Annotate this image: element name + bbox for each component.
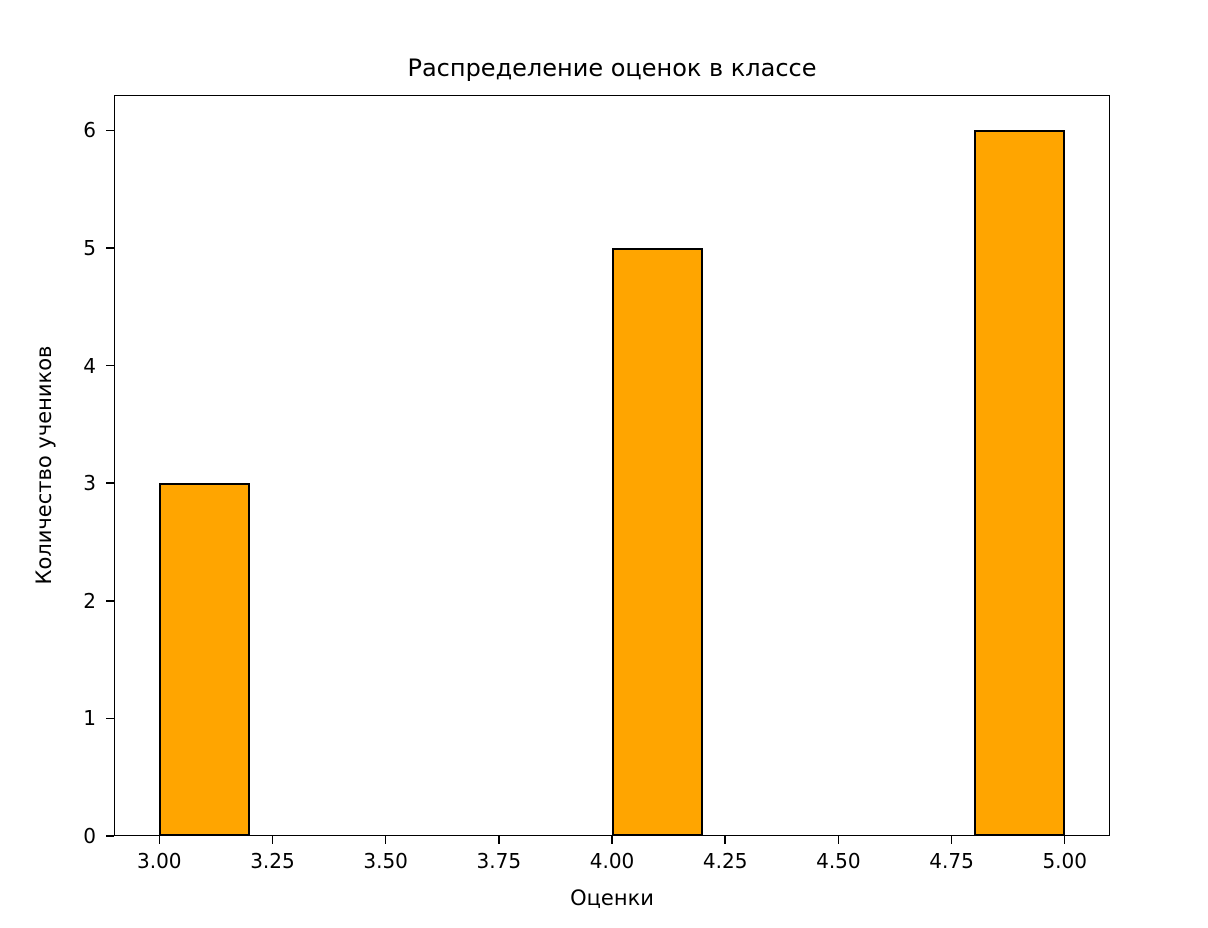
x-tick-label: 3.75 [476, 849, 522, 873]
x-tick-mark [498, 836, 500, 844]
x-tick-label: 3.50 [363, 849, 408, 873]
y-tick-label: 1 [83, 706, 96, 731]
y-axis-label: Количество учеников [32, 345, 56, 585]
y-tick-mark [106, 482, 114, 484]
y-tick-mark [106, 129, 114, 132]
y-tick-mark [106, 600, 114, 602]
x-tick-label: 4.75 [929, 849, 974, 873]
x-tick-mark [271, 836, 274, 844]
bar [612, 247, 703, 836]
y-tick-label: 3 [83, 471, 96, 496]
y-tick-label: 5 [83, 235, 96, 260]
x-axis-label: Оценки [570, 886, 654, 910]
x-tick-label: 3.25 [250, 849, 295, 873]
x-tick-label: 5.00 [1042, 849, 1087, 873]
x-tick-mark [384, 836, 387, 844]
x-tick-label: 4.50 [816, 849, 861, 873]
x-tick-label: 4.25 [702, 849, 748, 873]
y-tick-label: 2 [83, 588, 96, 613]
y-tick-mark [106, 247, 114, 249]
x-tick-label: 3.00 [137, 849, 182, 873]
chart-title: Распределение оценок в классе [407, 54, 817, 82]
bar [159, 483, 250, 836]
x-tick-label: 4.00 [589, 849, 635, 873]
y-tick-label: 4 [83, 353, 96, 378]
x-tick-mark [724, 836, 726, 844]
x-tick-mark [611, 836, 613, 844]
y-tick-label: 6 [83, 118, 96, 143]
bar [974, 130, 1065, 836]
x-tick-mark [158, 836, 161, 844]
y-tick-mark [106, 364, 114, 367]
y-tick-mark [106, 835, 114, 837]
y-tick-mark [106, 717, 114, 720]
y-tick-label: 0 [83, 824, 96, 848]
x-tick-mark [950, 836, 953, 844]
x-tick-mark [1063, 836, 1066, 844]
x-tick-mark [837, 836, 840, 844]
